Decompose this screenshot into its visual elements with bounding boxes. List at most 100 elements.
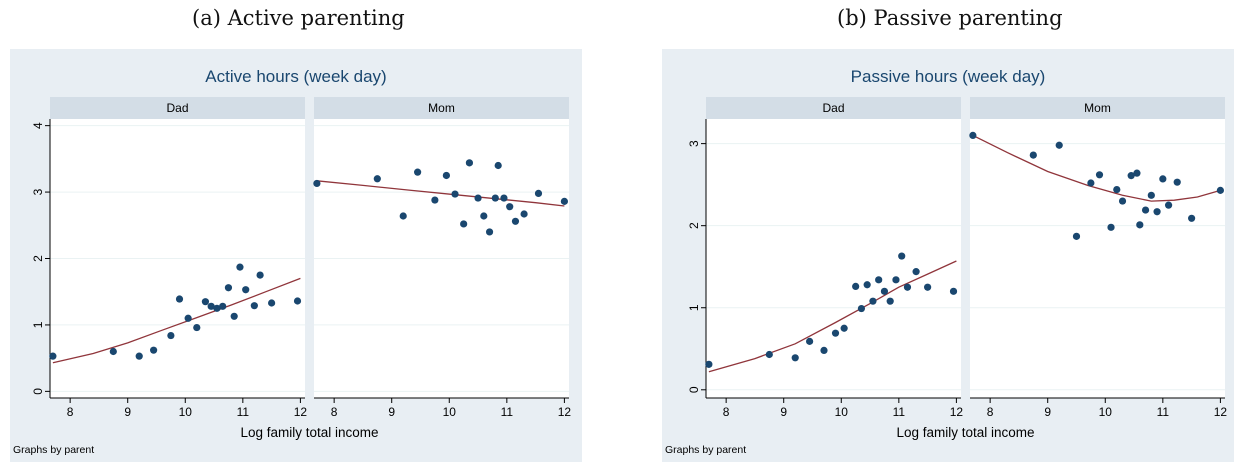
data-point (852, 282, 860, 290)
data-point (184, 314, 192, 322)
data-point (485, 228, 494, 236)
chart-title: Passive hours (week day) (851, 67, 1046, 86)
data-point (903, 283, 912, 291)
data-point (1153, 208, 1161, 216)
x-tick-label: 10 (443, 405, 457, 419)
x-tick-label: 9 (124, 405, 131, 419)
y-tick-label: 0 (31, 388, 45, 395)
y-tick-label: 3 (31, 188, 45, 195)
caption-passive-parenting: (b) Passive parenting (837, 6, 1063, 30)
caption-active-parenting: (a) Active parenting (192, 6, 405, 30)
y-tick-label: 1 (687, 304, 701, 311)
data-point (1147, 191, 1155, 199)
data-point (193, 323, 201, 332)
data-point (250, 302, 258, 310)
data-point (109, 347, 117, 356)
x-tick-label: 10 (1099, 405, 1113, 419)
x-tick-label: 11 (1157, 405, 1170, 419)
x-tick-label: 10 (835, 405, 849, 419)
data-point (875, 276, 883, 284)
chart-title: Active hours (week day) (205, 67, 386, 86)
data-point (313, 179, 321, 188)
data-point (491, 194, 499, 202)
data-point (863, 281, 871, 289)
fit-line (972, 134, 1221, 202)
x-tick-label: 11 (893, 405, 906, 419)
data-point (219, 302, 227, 310)
panel-mom: Mom 8 9 10 11 12 (969, 97, 1227, 419)
x-tick-label: 8 (723, 405, 730, 419)
data-point (1159, 175, 1167, 183)
data-point (1095, 171, 1104, 179)
data-point (135, 352, 143, 360)
data-point (1107, 223, 1115, 231)
data-point (373, 175, 381, 183)
data-point (880, 287, 889, 295)
data-point (414, 168, 422, 176)
data-point (840, 324, 848, 332)
fit-line (708, 260, 957, 373)
x-tick-label: 8 (331, 405, 338, 419)
x-tick-label: 8 (67, 405, 74, 419)
note-text: Graphs by parent (13, 444, 94, 456)
x-tick-label: 11 (237, 405, 250, 419)
data-point (1029, 151, 1037, 159)
data-point (765, 350, 773, 359)
x-tick-label: 12 (1214, 405, 1228, 419)
data-point (207, 302, 215, 310)
x-tick-label: 12 (558, 405, 572, 419)
data-point (431, 196, 439, 204)
data-point (1127, 172, 1135, 180)
data-point (1164, 201, 1173, 209)
data-point (506, 203, 514, 211)
data-point (451, 190, 459, 198)
x-tick-label: 9 (388, 405, 395, 419)
panel-label: Dad (822, 101, 844, 115)
data-point (474, 194, 482, 202)
data-point (534, 189, 543, 197)
x-tick-label: 12 (950, 405, 964, 419)
note-text: Graphs by parent (665, 444, 746, 456)
plot-area (706, 119, 961, 398)
data-point (806, 337, 814, 345)
data-point (857, 304, 866, 313)
data-point (892, 276, 900, 284)
data-point (886, 297, 894, 305)
data-point (1087, 179, 1095, 187)
data-point (560, 197, 568, 205)
panel-label: Mom (428, 101, 455, 115)
data-point (49, 352, 57, 360)
y-tick-label: 3 (687, 140, 701, 147)
data-point (1113, 185, 1121, 194)
data-point (500, 194, 508, 202)
data-point (399, 212, 407, 220)
data-point (256, 271, 264, 279)
plot-area (970, 119, 1225, 398)
y-tick-label: 2 (687, 222, 701, 229)
data-point (511, 217, 520, 225)
data-point (268, 299, 276, 307)
x-tick-label: 8 (987, 405, 994, 419)
x-tick-label: 12 (294, 405, 308, 419)
data-point (167, 331, 175, 340)
data-point (242, 286, 250, 294)
data-point (1136, 221, 1144, 229)
data-point (213, 304, 221, 312)
data-point (1216, 186, 1224, 194)
fit-line (52, 277, 301, 364)
y-tick-label: 1 (31, 321, 45, 328)
data-point (236, 263, 244, 271)
panel-header (50, 97, 305, 119)
data-point (969, 131, 977, 140)
x-tick-label: 9 (1044, 405, 1051, 419)
data-point (1141, 206, 1150, 214)
data-point (465, 159, 474, 167)
data-point (869, 297, 877, 305)
data-point (520, 210, 528, 218)
data-point (1133, 169, 1141, 177)
data-point (1118, 197, 1127, 205)
